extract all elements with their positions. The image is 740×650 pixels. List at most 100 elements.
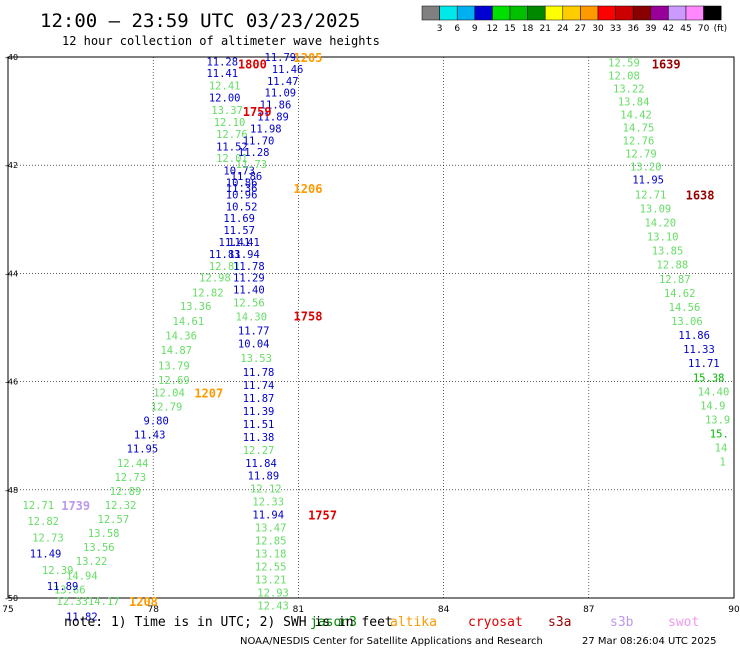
wave-height-label: 9.80	[144, 416, 169, 428]
wave-height-label: 11.98	[250, 123, 282, 135]
wave-height-label: 12.41	[209, 81, 241, 93]
wave-height-label: 11.74	[243, 380, 275, 392]
wave-height-label: 11.95	[127, 444, 159, 456]
x-tick-label: 90	[728, 605, 740, 615]
colorbar-swatch	[615, 5, 634, 21]
wave-height-label: 11.39	[243, 406, 275, 418]
wave-height-label: 10.04	[238, 339, 270, 351]
y-tick-label: -44	[5, 269, 18, 278]
footer-note: note: 1) Time is in UTC; 2) SWH is in fe…	[64, 615, 393, 630]
wave-height-label: 11.94	[252, 510, 284, 522]
colorbar-swatch	[650, 5, 669, 21]
wave-height-label: 13.10	[647, 232, 679, 244]
wave-height-label: 12.57	[98, 514, 130, 526]
time-label: 1759	[243, 105, 272, 119]
x-tick-label: 81	[293, 605, 304, 615]
colorbar: 3 6 9 12 15 18 21 24 27 30 33 36 39 42 45 70 (ft)	[421, 5, 727, 34]
colorbar-label: 30	[592, 24, 604, 34]
wave-height-label: 12.43	[257, 601, 289, 613]
colorbar-label: 39	[645, 24, 657, 34]
wave-height-label: 12.79	[625, 148, 657, 160]
wave-height-label: 11.78	[243, 367, 275, 379]
colorbar-swatch	[509, 5, 528, 21]
wave-height-label: 11.51	[243, 419, 275, 431]
wave-height-label: 11.83	[209, 249, 241, 261]
wave-height-label: 12.79	[151, 401, 183, 413]
wave-height-label: 12.33	[252, 497, 284, 509]
wave-height-label: 13.06	[671, 316, 703, 328]
time-label: 1639	[652, 57, 681, 71]
time-label: 1739	[61, 499, 90, 513]
time-label: 1638	[686, 188, 715, 202]
wave-height-label: 11.89	[248, 471, 280, 483]
colorbar-swatch	[597, 5, 616, 21]
colorbar-label: 21	[539, 24, 550, 34]
wave-height-label: 14.75	[623, 122, 655, 134]
wave-height-label: 11.43	[134, 430, 166, 442]
time-label: 1205	[294, 51, 323, 65]
wave-height-label: 12.88	[657, 260, 689, 272]
wave-height-label: 11.73	[235, 159, 267, 171]
wave-height-label: 13.53	[240, 353, 272, 365]
wave-height-label: 13.22	[613, 83, 645, 95]
wave-height-label: 11.89	[257, 112, 289, 124]
colorbar-label: 6	[454, 24, 460, 34]
time-label: 1757	[308, 509, 337, 523]
wave-height-label: 11.86	[231, 171, 263, 183]
wave-height-label: 12.98	[199, 273, 231, 285]
colorbar-swatch	[527, 5, 546, 21]
wave-height-label: 12.71	[23, 500, 55, 512]
wave-height-label: 14	[715, 443, 728, 455]
wave-height-label: 12.32	[105, 500, 137, 512]
colorbar-swatch	[421, 5, 440, 21]
wave-height-label: 11.84	[245, 458, 277, 470]
colorbar-swatch	[668, 5, 687, 21]
wave-height-label: 11.38	[243, 432, 275, 444]
wave-height-label: 13.66	[54, 584, 86, 596]
wave-height-label: 14.87	[160, 345, 192, 357]
wave-height-label: 10.96	[226, 189, 258, 201]
wave-height-label: 11.94	[228, 249, 260, 261]
wave-height-label: 12.82	[192, 287, 224, 299]
wave-height-label: 12.82	[27, 516, 59, 528]
footer-timestamp: 27 Mar 08:26:04 UTC 2025	[582, 636, 717, 647]
wave-height-label: 11.69	[223, 213, 255, 225]
wave-height-label: 12.89	[110, 486, 142, 498]
y-tick-label: -46	[5, 378, 18, 387]
wave-height-label: 12.00	[209, 93, 241, 105]
colorbar-swatch	[703, 5, 722, 21]
wave-height-label: 13.18	[255, 549, 287, 561]
wave-height-label: 11.46	[272, 64, 304, 76]
wave-height-label: 12.10	[214, 117, 246, 129]
wave-height-label: 12.85	[255, 536, 287, 548]
wave-height-label: 13.58	[88, 528, 120, 540]
colorbar-label: 9	[472, 24, 478, 34]
colorbar-swatch	[580, 5, 599, 21]
wave-height-label: 11.52	[216, 141, 248, 153]
wave-height-label: 12.73	[32, 532, 64, 544]
wave-height-label: 11.28	[206, 56, 238, 68]
wave-height-label: 11.29	[233, 273, 265, 285]
time-label: 1207	[194, 386, 223, 400]
wave-height-label: 15.38	[693, 372, 725, 384]
wave-height-label: 14.30	[235, 312, 267, 324]
wave-height-label: 13.09	[640, 203, 672, 215]
wave-height-label: 12.69	[158, 375, 190, 387]
wave-height-label: 11.33	[683, 344, 715, 356]
wave-height-label: 15.	[710, 429, 729, 441]
wave-height-label: 11.40	[233, 285, 265, 297]
x-tick-label: 75	[2, 605, 13, 615]
legend-entry: s3a	[548, 615, 571, 630]
colorbar-swatch	[456, 5, 476, 21]
wave-height-label: 12.71	[635, 189, 667, 201]
x-tick-label: 78	[147, 605, 159, 615]
wave-height-label: 13.37	[211, 105, 243, 117]
wave-height-label: 12.76	[623, 135, 655, 147]
wave-height-label: 13.36	[180, 301, 212, 313]
wave-height-label: 11.71	[688, 358, 720, 370]
legend-entry: altika	[390, 615, 437, 630]
colorbar-label: 18	[522, 24, 534, 34]
wave-height-label: 14.42	[620, 109, 652, 121]
colorbar-swatch	[632, 5, 652, 21]
time-label: 1758	[294, 310, 323, 324]
